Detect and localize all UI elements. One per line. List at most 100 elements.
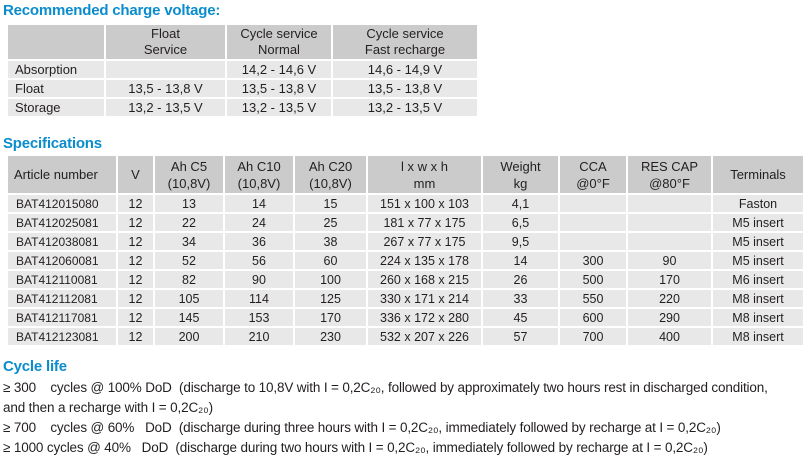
- table-cell: M6 insert: [713, 271, 803, 290]
- table-cell: 153: [225, 309, 295, 328]
- table-cell: 12: [118, 252, 155, 271]
- table-row: BAT412015080 12 13 14 15 151 x 100 x 103 4,1 Fa…: [8, 195, 803, 214]
- cycle-life-line: ≥ 300 cycles @ 100% DoD (discharge to 10…: [3, 380, 768, 395]
- table-cell: 700: [560, 328, 628, 347]
- table-row: BAT412112081 12 105 114 125 330 x 171 x 214 33…: [8, 290, 803, 309]
- cycle-life-section: Cycle life ≥ 300 cycles @ 100% DoD (disc…: [3, 358, 811, 458]
- table-header-cell: Article number: [8, 156, 118, 195]
- table-cell: 532 x 207 x 226: [368, 328, 483, 347]
- table-cell: 151 x 100 x 103: [368, 195, 483, 214]
- table-cell: M8 insert: [713, 290, 803, 309]
- table-header-cell: Terminals: [713, 156, 803, 195]
- table-cell: 14,2 - 14,6 V: [227, 61, 333, 80]
- row-label-cell: BAT412060081: [8, 252, 118, 271]
- table-header-cell: Cycle service Normal: [227, 25, 333, 61]
- table-cell: 6,5: [483, 214, 560, 233]
- table-cell: 13,5 - 13,8 V: [333, 80, 477, 99]
- table-cell: 220: [628, 290, 713, 309]
- table-cell: [560, 195, 628, 214]
- row-label-cell: BAT412117081: [8, 309, 118, 328]
- table-cell: 125: [295, 290, 368, 309]
- table-cell: 145: [155, 309, 225, 328]
- table-cell: [628, 214, 713, 233]
- table-header-cell: V: [118, 156, 155, 195]
- table-cell: 12: [118, 290, 155, 309]
- table-cell: 12: [118, 233, 155, 252]
- table-row: BAT412060081 12 52 56 60 224 x 135 x 178 14 300…: [8, 252, 803, 271]
- table-cell: 224 x 135 x 178: [368, 252, 483, 271]
- table-cell: 105: [155, 290, 225, 309]
- table-cell: 82: [155, 271, 225, 290]
- row-label-cell: BAT412015080: [8, 195, 118, 214]
- row-label-cell: BAT412110081: [8, 271, 118, 290]
- table-cell: 114: [225, 290, 295, 309]
- table-row: BAT412123081 12 200 210 230 532 x 207 x 226 57…: [8, 328, 803, 347]
- table-cell: M8 insert: [713, 309, 803, 328]
- cycle-life-text: ≥ 300 cycles @ 100% DoD (discharge to 10…: [3, 378, 811, 458]
- table-cell: 290: [628, 309, 713, 328]
- table-cell: 336 x 172 x 280: [368, 309, 483, 328]
- cycle-life-line: ≥ 1000 cycles @ 40% DoD (discharge durin…: [3, 440, 708, 455]
- table-cell: [628, 233, 713, 252]
- table-header-cell: Ah C20 (10,8V): [295, 156, 368, 195]
- table-cell: M8 insert: [713, 328, 803, 347]
- table-row: Float 13,5 - 13,8 V 13,5 - 13,8 V 13,5 - 13…: [8, 80, 477, 99]
- table-header-cell: CCA @0°F: [560, 156, 628, 195]
- cycle-life-line: and then a recharge with I = 0,2C₂₀): [3, 400, 213, 415]
- table-header-cell: l x w x h mm: [368, 156, 483, 195]
- table-cell: Faston: [713, 195, 803, 214]
- row-label-cell: Float: [8, 80, 106, 99]
- table-cell: 22: [155, 214, 225, 233]
- table-cell: 15: [295, 195, 368, 214]
- table-header-row: Float Service Cycle service Normal Cycle…: [8, 25, 477, 61]
- table-cell: 38: [295, 233, 368, 252]
- row-label-cell: Storage: [8, 99, 106, 118]
- table-cell: 56: [225, 252, 295, 271]
- table-cell: 600: [560, 309, 628, 328]
- table-header-cell: Ah C5 (10,8V): [155, 156, 225, 195]
- table-cell: 13: [155, 195, 225, 214]
- table-cell: 26: [483, 271, 560, 290]
- table-cell: 267 x 77 x 175: [368, 233, 483, 252]
- table-cell: M5 insert: [713, 252, 803, 271]
- specifications-table-header: Article number V Ah C5 (10,8V) Ah C10 (1…: [8, 156, 803, 195]
- table-row: BAT412110081 12 82 90 100 260 x 168 x 215 26 50…: [8, 271, 803, 290]
- specifications-table-body: BAT412015080 12 13 14 15 151 x 100 x 103 4,1 Fa…: [8, 195, 803, 347]
- table-cell: [106, 61, 227, 80]
- row-label-cell: Absorption: [8, 61, 106, 80]
- table-cell: 14: [225, 195, 295, 214]
- specifications-title: Specifications: [3, 135, 102, 152]
- table-cell: 13,5 - 13,8 V: [106, 80, 227, 99]
- table-cell: [560, 214, 628, 233]
- table-cell: 36: [225, 233, 295, 252]
- cycle-life-title: Cycle life: [3, 358, 67, 375]
- table-cell: 33: [483, 290, 560, 309]
- table-cell: 12: [118, 214, 155, 233]
- table-row: Storage 13,2 - 13,5 V 13,2 - 13,5 V 13,2 - …: [8, 99, 477, 118]
- table-cell: 100: [295, 271, 368, 290]
- table-cell: 60: [295, 252, 368, 271]
- table-cell: 13,2 - 13,5 V: [227, 99, 333, 118]
- table-cell: M5 insert: [713, 214, 803, 233]
- table-cell: 181 x 77 x 175: [368, 214, 483, 233]
- table-cell: 500: [560, 271, 628, 290]
- table-row: BAT412117081 12 145 153 170 336 x 172 x 280 45…: [8, 309, 803, 328]
- table-header-cell: [8, 25, 106, 61]
- table-cell: 13,5 - 13,8 V: [227, 80, 333, 99]
- table-cell: 34: [155, 233, 225, 252]
- table-cell: 25: [295, 214, 368, 233]
- table-cell: 52: [155, 252, 225, 271]
- row-label-cell: BAT412112081: [8, 290, 118, 309]
- table-row: BAT412025081 12 22 24 25 181 x 77 x 175 6,5 M5 …: [8, 214, 803, 233]
- table-cell: M5 insert: [713, 233, 803, 252]
- table-cell: 12: [118, 309, 155, 328]
- specifications-table: Article number V Ah C5 (10,8V) Ah C10 (1…: [8, 156, 803, 347]
- table-cell: 13,2 - 13,5 V: [106, 99, 227, 118]
- table-cell: 170: [295, 309, 368, 328]
- table-header-cell: Ah C10 (10,8V): [225, 156, 295, 195]
- table-cell: 210: [225, 328, 295, 347]
- table-cell: 230: [295, 328, 368, 347]
- table-cell: 170: [628, 271, 713, 290]
- table-header-cell: Weight kg: [483, 156, 560, 195]
- table-cell: 45: [483, 309, 560, 328]
